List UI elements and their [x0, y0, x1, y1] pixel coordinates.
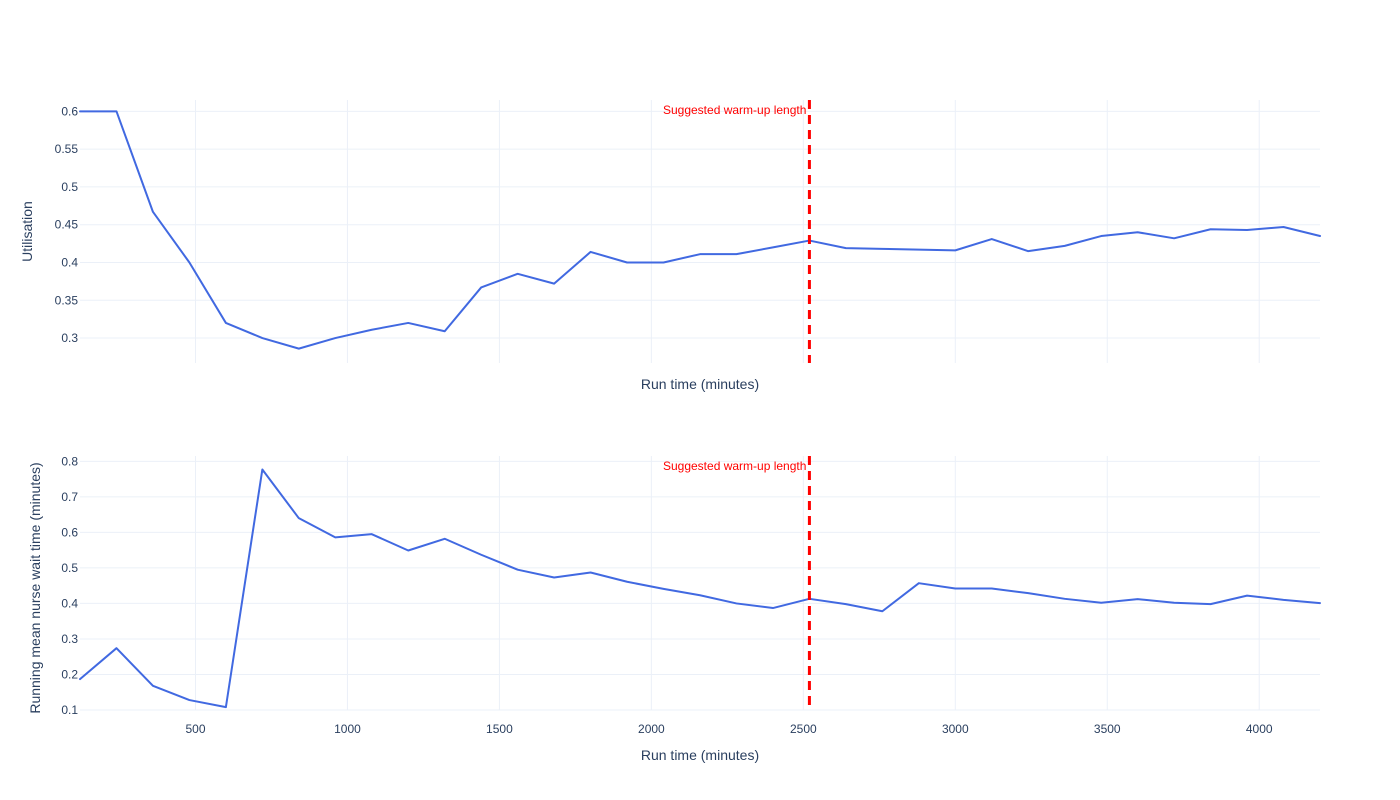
nurse-wait-warmup-label: Suggested warm-up length	[663, 459, 806, 473]
utilisation-grid	[80, 100, 1320, 363]
nurse-wait-y-tick-label-0-1: 0.1	[61, 703, 78, 717]
nurse-wait-y-tick-label-0-2: 0.2	[61, 667, 78, 681]
nurse-wait-x-tick-label-2500: 2500	[790, 722, 817, 736]
nurse-wait-y-tick-label-0-6: 0.6	[61, 525, 78, 539]
utilisation-y-axis-title: Utilisation	[19, 201, 35, 262]
nurse-wait-y-tick-labels: 0.1 0.2 0.3 0.4 0.5 0.6 0.7 0.8	[61, 454, 78, 717]
nurse-wait-x-tick-label-1000: 1000	[334, 722, 361, 736]
nurse-wait-x-tick-label-3500: 3500	[1094, 722, 1121, 736]
nurse-wait-x-tick-label-2000: 2000	[638, 722, 665, 736]
nurse-wait-y-axis-title: Running mean nurse wait time (minutes)	[27, 462, 43, 713]
utilisation-data-lines	[79, 110, 1321, 350]
utilisation-x-axis-title: Run time (minutes)	[641, 376, 759, 392]
utilisation-y-tick-labels: 0.3 0.35 0.4 0.45 0.5 0.55 0.6	[55, 104, 79, 345]
nurse-wait-series-line-0	[79, 468, 1321, 709]
nurse-wait-x-tick-label-500: 500	[185, 722, 205, 736]
nurse-wait-y-tick-label-0-5: 0.5	[61, 561, 78, 575]
nurse-wait-y-tick-label-0-3: 0.3	[61, 632, 78, 646]
nurse-wait-x-tick-label-4000: 4000	[1246, 722, 1273, 736]
nurse-wait-y-tick-label-0-7: 0.7	[61, 490, 78, 504]
utilisation-y-tick-label-0-4: 0.4	[61, 255, 78, 269]
utilisation-y-tick-label-0-45: 0.45	[55, 218, 79, 232]
nurse-wait-x-tick-label-1500: 1500	[486, 722, 513, 736]
nurse-wait-x-tick-labels: 500 1000 1500 2000 2500 3000 3500 4000	[185, 722, 1272, 736]
utilisation-y-tick-label-0-35: 0.35	[55, 293, 79, 307]
utilisation-chart: Suggested warm-up length 0.30.350.40.450…	[19, 100, 1321, 392]
utilisation-y-tick-label-0-5: 0.5	[61, 180, 78, 194]
nurse-wait-x-tick-label-3000: 3000	[942, 722, 969, 736]
nurse-wait-y-tick-label-0-4: 0.4	[61, 596, 78, 610]
utilisation-y-tick-label-0-6: 0.6	[61, 104, 78, 118]
nurse-wait-data-lines	[79, 468, 1321, 709]
nurse-wait-plot-area	[80, 456, 1320, 710]
nurse-wait-grid	[80, 456, 1320, 711]
nurse-wait-x-axis-title: Run time (minutes)	[641, 747, 759, 763]
utilisation-y-tick-label-0-3: 0.3	[61, 331, 78, 345]
utilisation-y-tick-label-0-55: 0.55	[55, 142, 79, 156]
nurse-wait-y-tick-label-0-8: 0.8	[61, 454, 78, 468]
nurse-wait-chart: Suggested warm-up length 0.1 0.2 0.3 0.4 0.5…	[27, 454, 1321, 763]
utilisation-series-line-0	[79, 110, 1321, 350]
utilisation-plot-area	[80, 100, 1320, 363]
utilisation-vline-layer: Suggested warm-up length	[663, 100, 811, 363]
nurse-wait-vline-layer: Suggested warm-up length	[663, 456, 811, 710]
utilisation-warmup-label: Suggested warm-up length	[663, 103, 806, 117]
